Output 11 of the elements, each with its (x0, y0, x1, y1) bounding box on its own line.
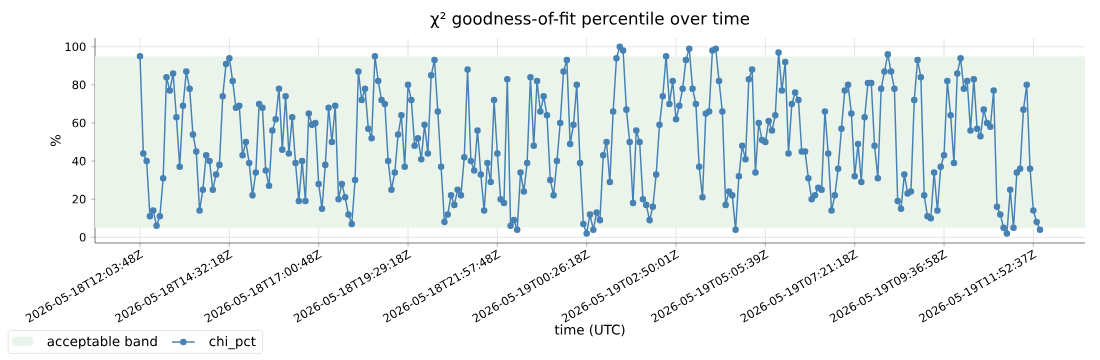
y-tick-label: 80 (72, 80, 86, 90)
x-axis-title: time (UTC) (554, 324, 625, 337)
y-tick-label: 20 (72, 194, 86, 204)
legend-label: acceptable band (47, 335, 157, 349)
y-tick-label: 0 (79, 232, 86, 242)
y-axis-title: % (50, 134, 61, 147)
y-tick-label: 40 (72, 156, 86, 166)
y-tick-label: 60 (72, 118, 86, 128)
y-tick-label: 100 (65, 42, 86, 52)
chart-title: χ² goodness-of-fit percentile over time (430, 11, 750, 28)
legend-label: chi_pct (209, 335, 256, 350)
